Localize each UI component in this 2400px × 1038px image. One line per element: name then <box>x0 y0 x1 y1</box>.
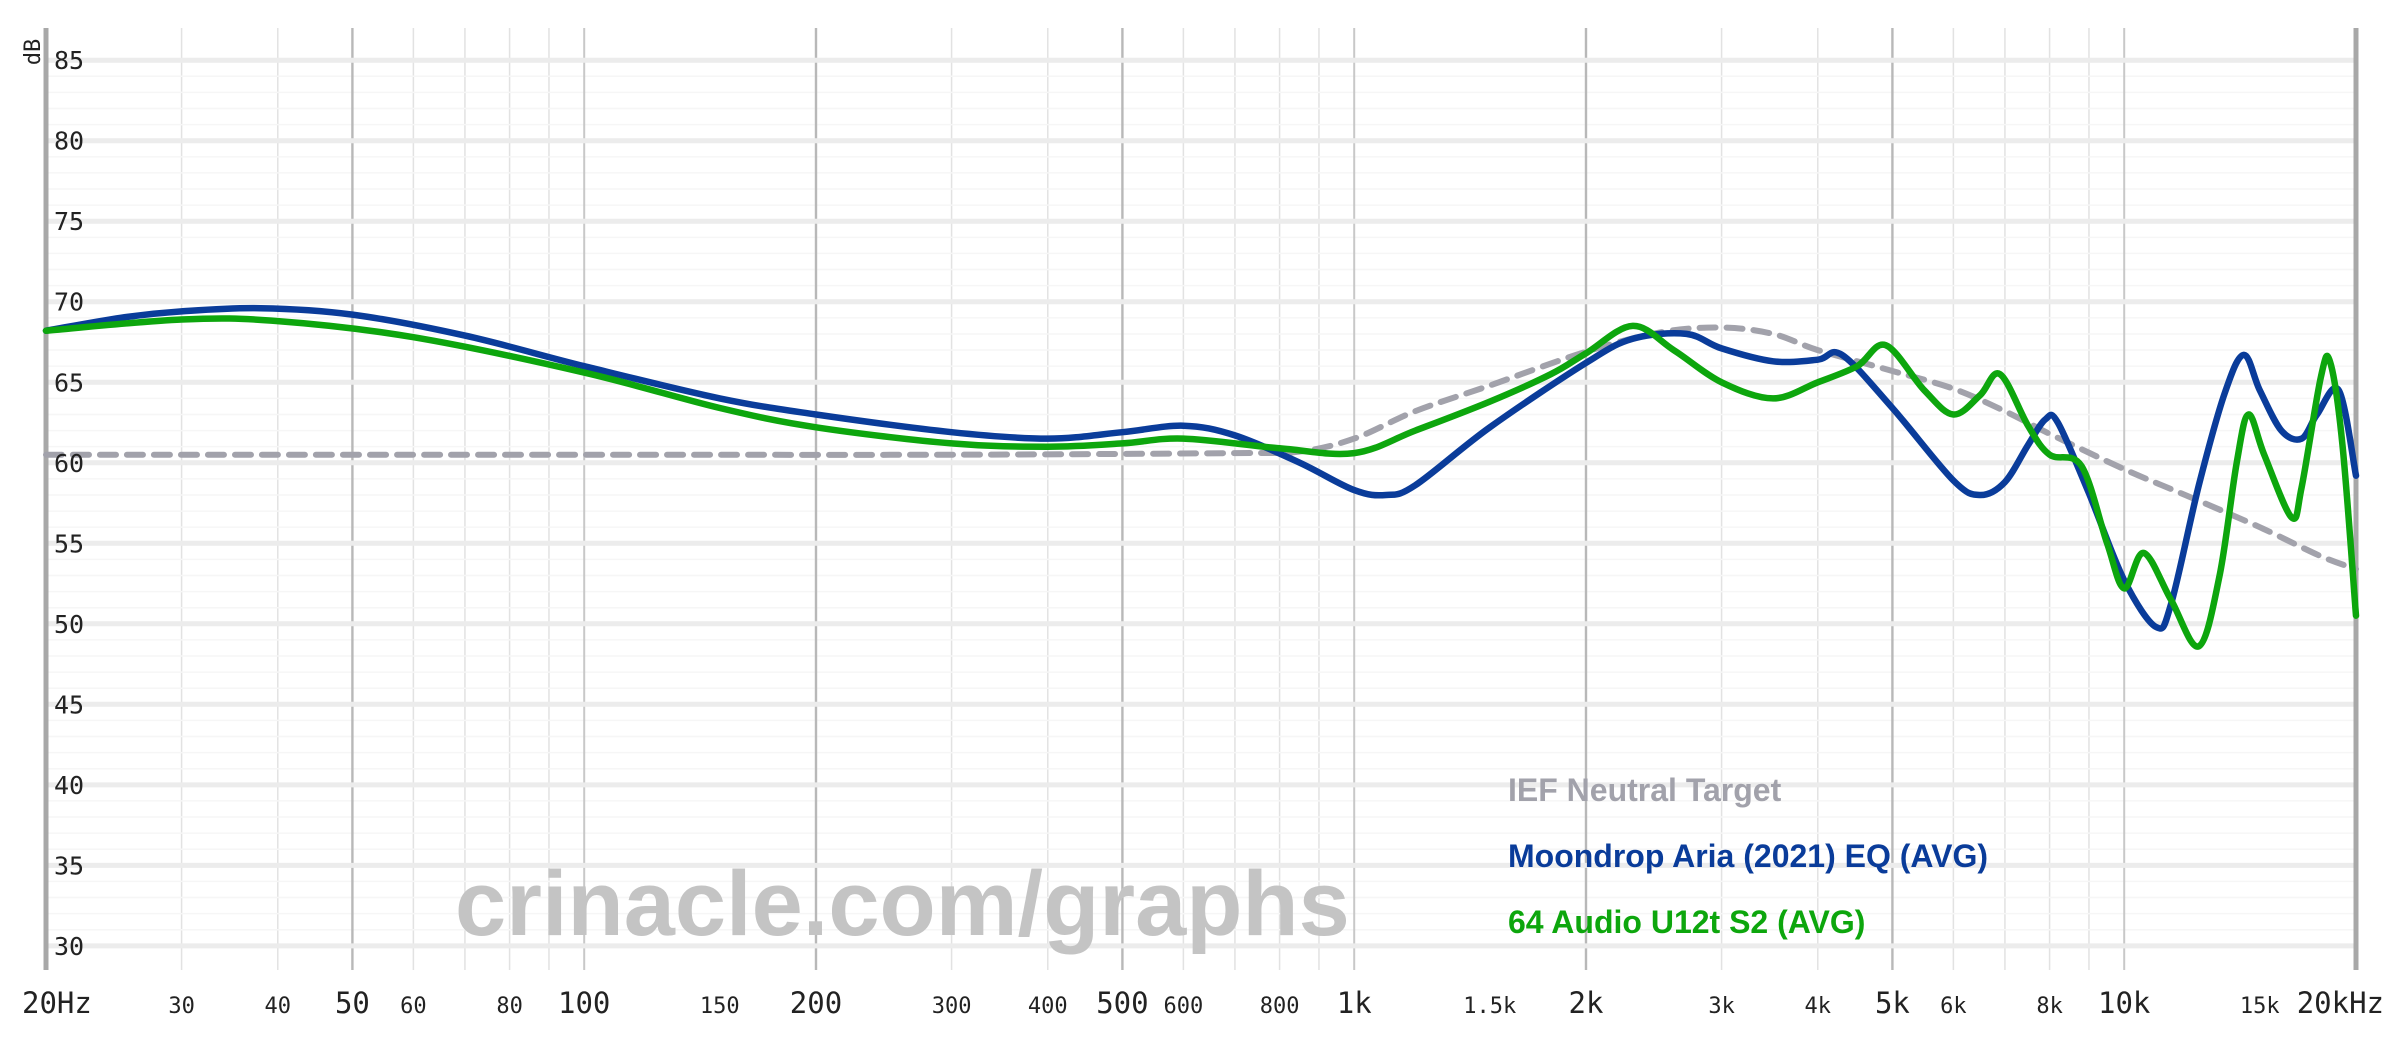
series-line-1 <box>42 304 2360 632</box>
x-tick-label: 8k <box>2036 994 2063 1019</box>
watermark-text: crinacle.com/graphs <box>455 853 1350 955</box>
y-tick-label: 45 <box>54 690 84 719</box>
x-tick-label: 80 <box>496 994 523 1019</box>
y-tick-label: 30 <box>54 932 84 961</box>
y-tick-label: 80 <box>54 127 84 156</box>
x-tick-label: 800 <box>1260 994 1300 1019</box>
curves <box>42 304 2360 650</box>
x-tick-label: 200 <box>790 986 842 1020</box>
x-tick-label: 20kHz <box>2297 986 2384 1020</box>
x-tick-label: 40 <box>265 994 292 1019</box>
minor-grid <box>46 28 2356 970</box>
x-tick-label: 60 <box>400 994 427 1019</box>
y-axis-label: dB <box>21 39 46 66</box>
y-tick-label: 70 <box>54 288 84 317</box>
x-tick-label: 3k <box>1708 994 1735 1019</box>
x-tick-label: 20Hz <box>22 986 92 1020</box>
x-tick-label: 300 <box>932 994 972 1019</box>
x-tick-label: 1.5k <box>1463 994 1516 1019</box>
x-tick-label: 10k <box>2098 986 2151 1020</box>
y-tick-label: 60 <box>54 449 84 478</box>
x-tick-label: 4k <box>1805 994 1832 1019</box>
major-grid <box>44 28 2358 970</box>
y-tick-label: 75 <box>54 207 84 236</box>
y-tick-label: 55 <box>54 529 84 558</box>
x-tick-label: 600 <box>1164 994 1204 1019</box>
y-tick-label: 65 <box>54 368 84 397</box>
y-tick-label: 85 <box>54 46 84 75</box>
x-tick-label: 100 <box>558 986 610 1020</box>
x-tick-label: 400 <box>1028 994 1068 1019</box>
x-tick-label: 30 <box>168 994 195 1019</box>
axis-frame <box>43 28 2359 970</box>
x-tick-label: 15k <box>2240 994 2280 1019</box>
x-tick-label: 500 <box>1096 986 1148 1020</box>
legend: IEF Neutral Target Moondrop Aria (2021) E… <box>1508 772 1988 940</box>
series-line-2 <box>42 315 2360 650</box>
legend-entry-2: 64 Audio U12t S2 (AVG) <box>1508 904 1865 940</box>
x-tick-label: 50 <box>335 986 370 1020</box>
x-tick-label: 6k <box>1940 994 1967 1019</box>
y-tick-labels: 30 35 40 45 50 55 60 65 70 75 80 85 <box>54 46 84 961</box>
legend-entry-0: IEF Neutral Target <box>1508 772 1782 808</box>
legend-entry-1: Moondrop Aria (2021) EQ (AVG) <box>1508 838 1988 874</box>
x-tick-label: 2k <box>1569 986 1604 1020</box>
x-tick-labels: 20Hz 30 40 50 60 80 100 150 200 300 400 500 600 800 1k… <box>22 986 2384 1020</box>
series-line-0 <box>43 324 2359 572</box>
x-tick-label: 5k <box>1875 986 1910 1020</box>
y-tick-label: 40 <box>54 771 84 800</box>
x-tick-label: 1k <box>1337 986 1372 1020</box>
x-tick-label: 150 <box>700 994 740 1019</box>
y-tick-label: 50 <box>54 610 84 639</box>
y-tick-label: 35 <box>54 851 84 880</box>
